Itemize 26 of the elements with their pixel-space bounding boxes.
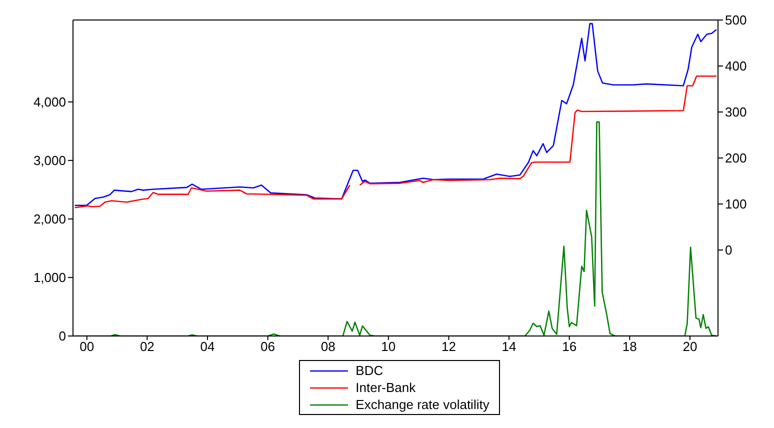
x-tick-label: 04 xyxy=(200,339,215,354)
x-tick-label: 02 xyxy=(140,339,154,354)
x-tick-label: 20 xyxy=(682,339,698,354)
x-tick-label: 14 xyxy=(502,339,516,354)
y2-tick-label: 300 xyxy=(725,104,747,120)
legend-label: Inter-Bank xyxy=(356,379,416,396)
line-series xyxy=(74,23,718,206)
x-tick-label: 08 xyxy=(320,339,336,354)
x-tick-label: 18 xyxy=(622,339,637,354)
legend-label: BDC xyxy=(356,362,384,379)
x-tick-label: 06 xyxy=(260,339,276,354)
legend-label: Exchange rate volatility xyxy=(356,396,490,413)
y2-tick-label: 200 xyxy=(725,150,747,166)
y2-tick-label: 400 xyxy=(725,58,747,74)
y-tick-label: 3,000 xyxy=(33,153,66,168)
y2-tick-label: 500 xyxy=(725,12,747,28)
y-tick-label: 4,000 xyxy=(33,94,66,110)
y2-tick-label: 0 xyxy=(725,242,732,258)
x-tick-label: 12 xyxy=(441,339,456,354)
y-tick-label: 1,000 xyxy=(33,270,66,286)
x-tick-label: 10 xyxy=(381,339,396,354)
x-tick-label: 00 xyxy=(80,339,94,354)
y-tick-label: 0 xyxy=(58,328,66,344)
x-tick-label: 16 xyxy=(562,339,577,354)
y2-tick-label: 100 xyxy=(725,196,747,212)
y-tick-label: 2,000 xyxy=(33,212,66,227)
